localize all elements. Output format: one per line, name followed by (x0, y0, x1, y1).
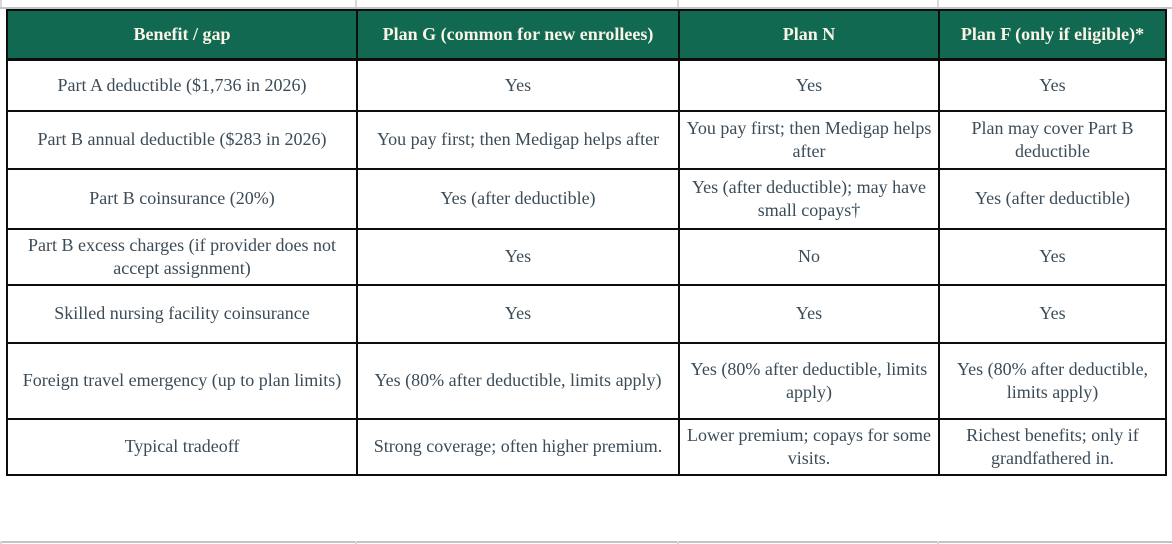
column-header-plan-f: Plan F (only if eligible)* (938, 9, 1167, 61)
plan-n-cell: Lower premium; copays for some visits. (678, 418, 940, 476)
plan-n-cell: Yes (after deductible); may have small c… (678, 168, 940, 230)
plan-f-cell: Plan may cover Part B deductible (938, 110, 1167, 170)
plan-n-cell: Yes (80% after deductible, limits apply) (678, 342, 940, 420)
table-row: Part B coinsurance (20%) Yes (after dedu… (6, 168, 1167, 230)
gridline-top (0, 7, 1172, 9)
plan-f-cell: Yes (938, 228, 1167, 286)
column-header-benefit-gap: Benefit / gap (6, 9, 358, 61)
plan-g-cell: Yes (356, 58, 680, 112)
benefit-cell: Part A deductible ($1,736 in 2026) (6, 58, 358, 112)
benefit-cell: Skilled nursing facility coinsurance (6, 284, 358, 344)
plan-g-cell: Strong coverage; often higher premium. (356, 418, 680, 476)
gridline-tick (355, 541, 357, 544)
gridline-bottom (0, 541, 1172, 543)
table-row: Skilled nursing facility coinsurance Yes… (6, 284, 1167, 344)
gridline-tick (677, 0, 679, 7)
table-row: Foreign travel emergency (up to plan lim… (6, 342, 1167, 420)
plan-n-cell: No (678, 228, 940, 286)
plan-g-cell: Yes (after deductible) (356, 168, 680, 230)
benefit-cell: Typical tradeoff (6, 418, 358, 476)
plan-g-cell: Yes (356, 284, 680, 344)
plan-f-cell: Richest benefits; only if grandfathered … (938, 418, 1167, 476)
plan-g-cell: Yes (356, 228, 680, 286)
gridline-tick (0, 0, 2, 7)
header-row: Benefit / gap Plan G (common for new enr… (6, 9, 1167, 61)
column-header-plan-g: Plan G (common for new enrollees) (356, 9, 680, 61)
plan-g-cell: You pay first; then Medigap helps after (356, 110, 680, 170)
plan-f-cell: Yes (80% after deductible, limits apply) (938, 342, 1167, 420)
table-row: Part A deductible ($1,736 in 2026) Yes Y… (6, 58, 1167, 112)
plan-f-cell: Yes (938, 58, 1167, 112)
medigap-comparison-table: Benefit / gap Plan G (common for new enr… (6, 9, 1167, 476)
benefit-cell: Part B coinsurance (20%) (6, 168, 358, 230)
plan-n-cell: Yes (678, 284, 940, 344)
benefit-cell: Part B excess charges (if provider does … (6, 228, 358, 286)
gridline-tick (937, 541, 939, 544)
gridline-tick (937, 0, 939, 7)
table-row: Part B excess charges (if provider does … (6, 228, 1167, 286)
plan-n-cell: You pay first; then Medigap helps after (678, 110, 940, 170)
column-header-plan-n: Plan N (678, 9, 940, 61)
plan-g-cell: Yes (80% after deductible, limits apply) (356, 342, 680, 420)
table-row: Part B annual deductible ($283 in 2026) … (6, 110, 1167, 170)
gridline-tick (0, 541, 2, 544)
benefit-cell: Part B annual deductible ($283 in 2026) (6, 110, 358, 170)
plan-n-cell: Yes (678, 58, 940, 112)
table-row: Typical tradeoff Strong coverage; often … (6, 418, 1167, 476)
gridline-tick (355, 0, 357, 7)
plan-f-cell: Yes (after deductible) (938, 168, 1167, 230)
benefit-cell: Foreign travel emergency (up to plan lim… (6, 342, 358, 420)
gridline-tick (677, 541, 679, 544)
plan-f-cell: Yes (938, 284, 1167, 344)
